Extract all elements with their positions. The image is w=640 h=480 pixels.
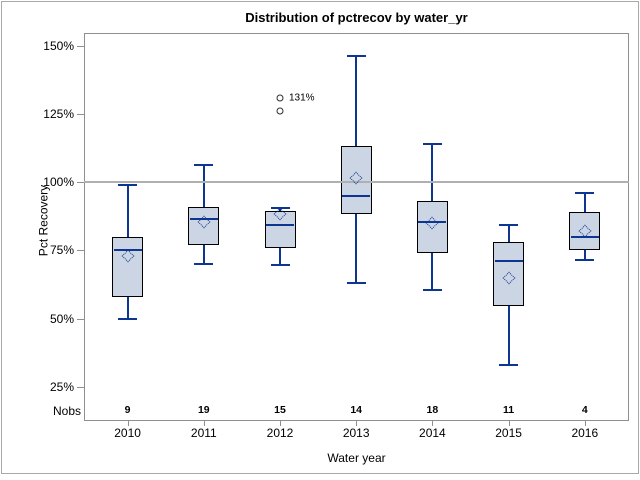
y-tick-mark [77,182,84,184]
nobs-value: 19 [197,404,210,416]
median-line [189,218,218,221]
nobs-value: 9 [124,404,131,416]
nobs-value: 15 [274,404,286,416]
whisker-cap-low [270,264,290,267]
plot-area: 131% [84,33,629,421]
y-tick-mark [77,318,84,320]
whisker-cap-low [346,282,366,285]
nobs-value: 14 [350,404,363,416]
x-tick-label: 2016 [571,426,599,440]
median-line [266,223,294,226]
x-tick-mark [356,421,358,426]
y-tick-label: 150% [43,39,74,54]
nobs-value: 11 [503,404,515,416]
x-tick-mark [508,421,510,426]
whisker-cap-low [194,263,214,266]
x-tick-mark [584,421,586,426]
iqr-box [569,212,601,251]
iqr-box [264,210,296,248]
whisker-cap-high [422,143,442,146]
y-axis-title: Pct Recovery [36,184,51,257]
outlier-label: 131% [289,92,315,104]
x-tick-label: 2014 [419,426,446,440]
x-tick-label: 2013 [342,426,370,440]
x-tick-mark [432,421,434,426]
y-tick-label: 100% [43,175,74,190]
whisker-cap-high [118,184,138,187]
nobs-value: 18 [426,404,439,416]
median-line [113,249,142,252]
x-tick-label: 2011 [190,426,217,440]
x-axis-title: Water year [327,451,386,465]
y-tick-label: 125% [43,107,74,122]
outlier-point [276,107,284,115]
reference-line-100pct [84,181,629,184]
whisker-cap-low [422,288,442,291]
x-tick-label: 2010 [114,426,141,440]
y-tick-label: 50% [49,311,74,326]
iqr-box [112,236,144,297]
iqr-box [416,201,448,254]
whisker-cap-low [575,258,595,261]
y-tick-mark [77,46,84,48]
x-tick-mark [203,421,205,426]
whisker-cap-high [575,192,595,195]
outlier-point [276,94,284,102]
y-tick-mark [77,114,84,116]
whisker-cap-high [499,223,519,226]
whisker-cap-high [346,54,366,57]
y-tick-mark [77,250,84,252]
iqr-box [188,206,220,245]
iqr-box [340,145,372,214]
y-tick-mark [77,386,84,388]
whisker-cap-low [118,317,138,320]
whisker-cap-low [499,363,519,366]
median-line [494,260,523,263]
x-tick-mark [280,421,281,426]
x-tick-label: 2015 [495,426,522,440]
y-tick-label: 25% [49,379,74,394]
y-tick-label: 75% [49,243,74,258]
x-tick-label: 2012 [266,426,294,440]
x-tick-mark [127,421,129,426]
whisker-cap-high [194,163,214,166]
iqr-box [493,242,525,307]
median-line [570,235,599,238]
nobs-row-label: Nobs [52,404,81,418]
nobs-value: 4 [581,404,588,416]
whisker-cap-high [270,207,290,210]
median-line [418,220,447,223]
chart-title: Distribution of pctrecov by water_yr [245,10,468,25]
median-line [342,194,371,197]
